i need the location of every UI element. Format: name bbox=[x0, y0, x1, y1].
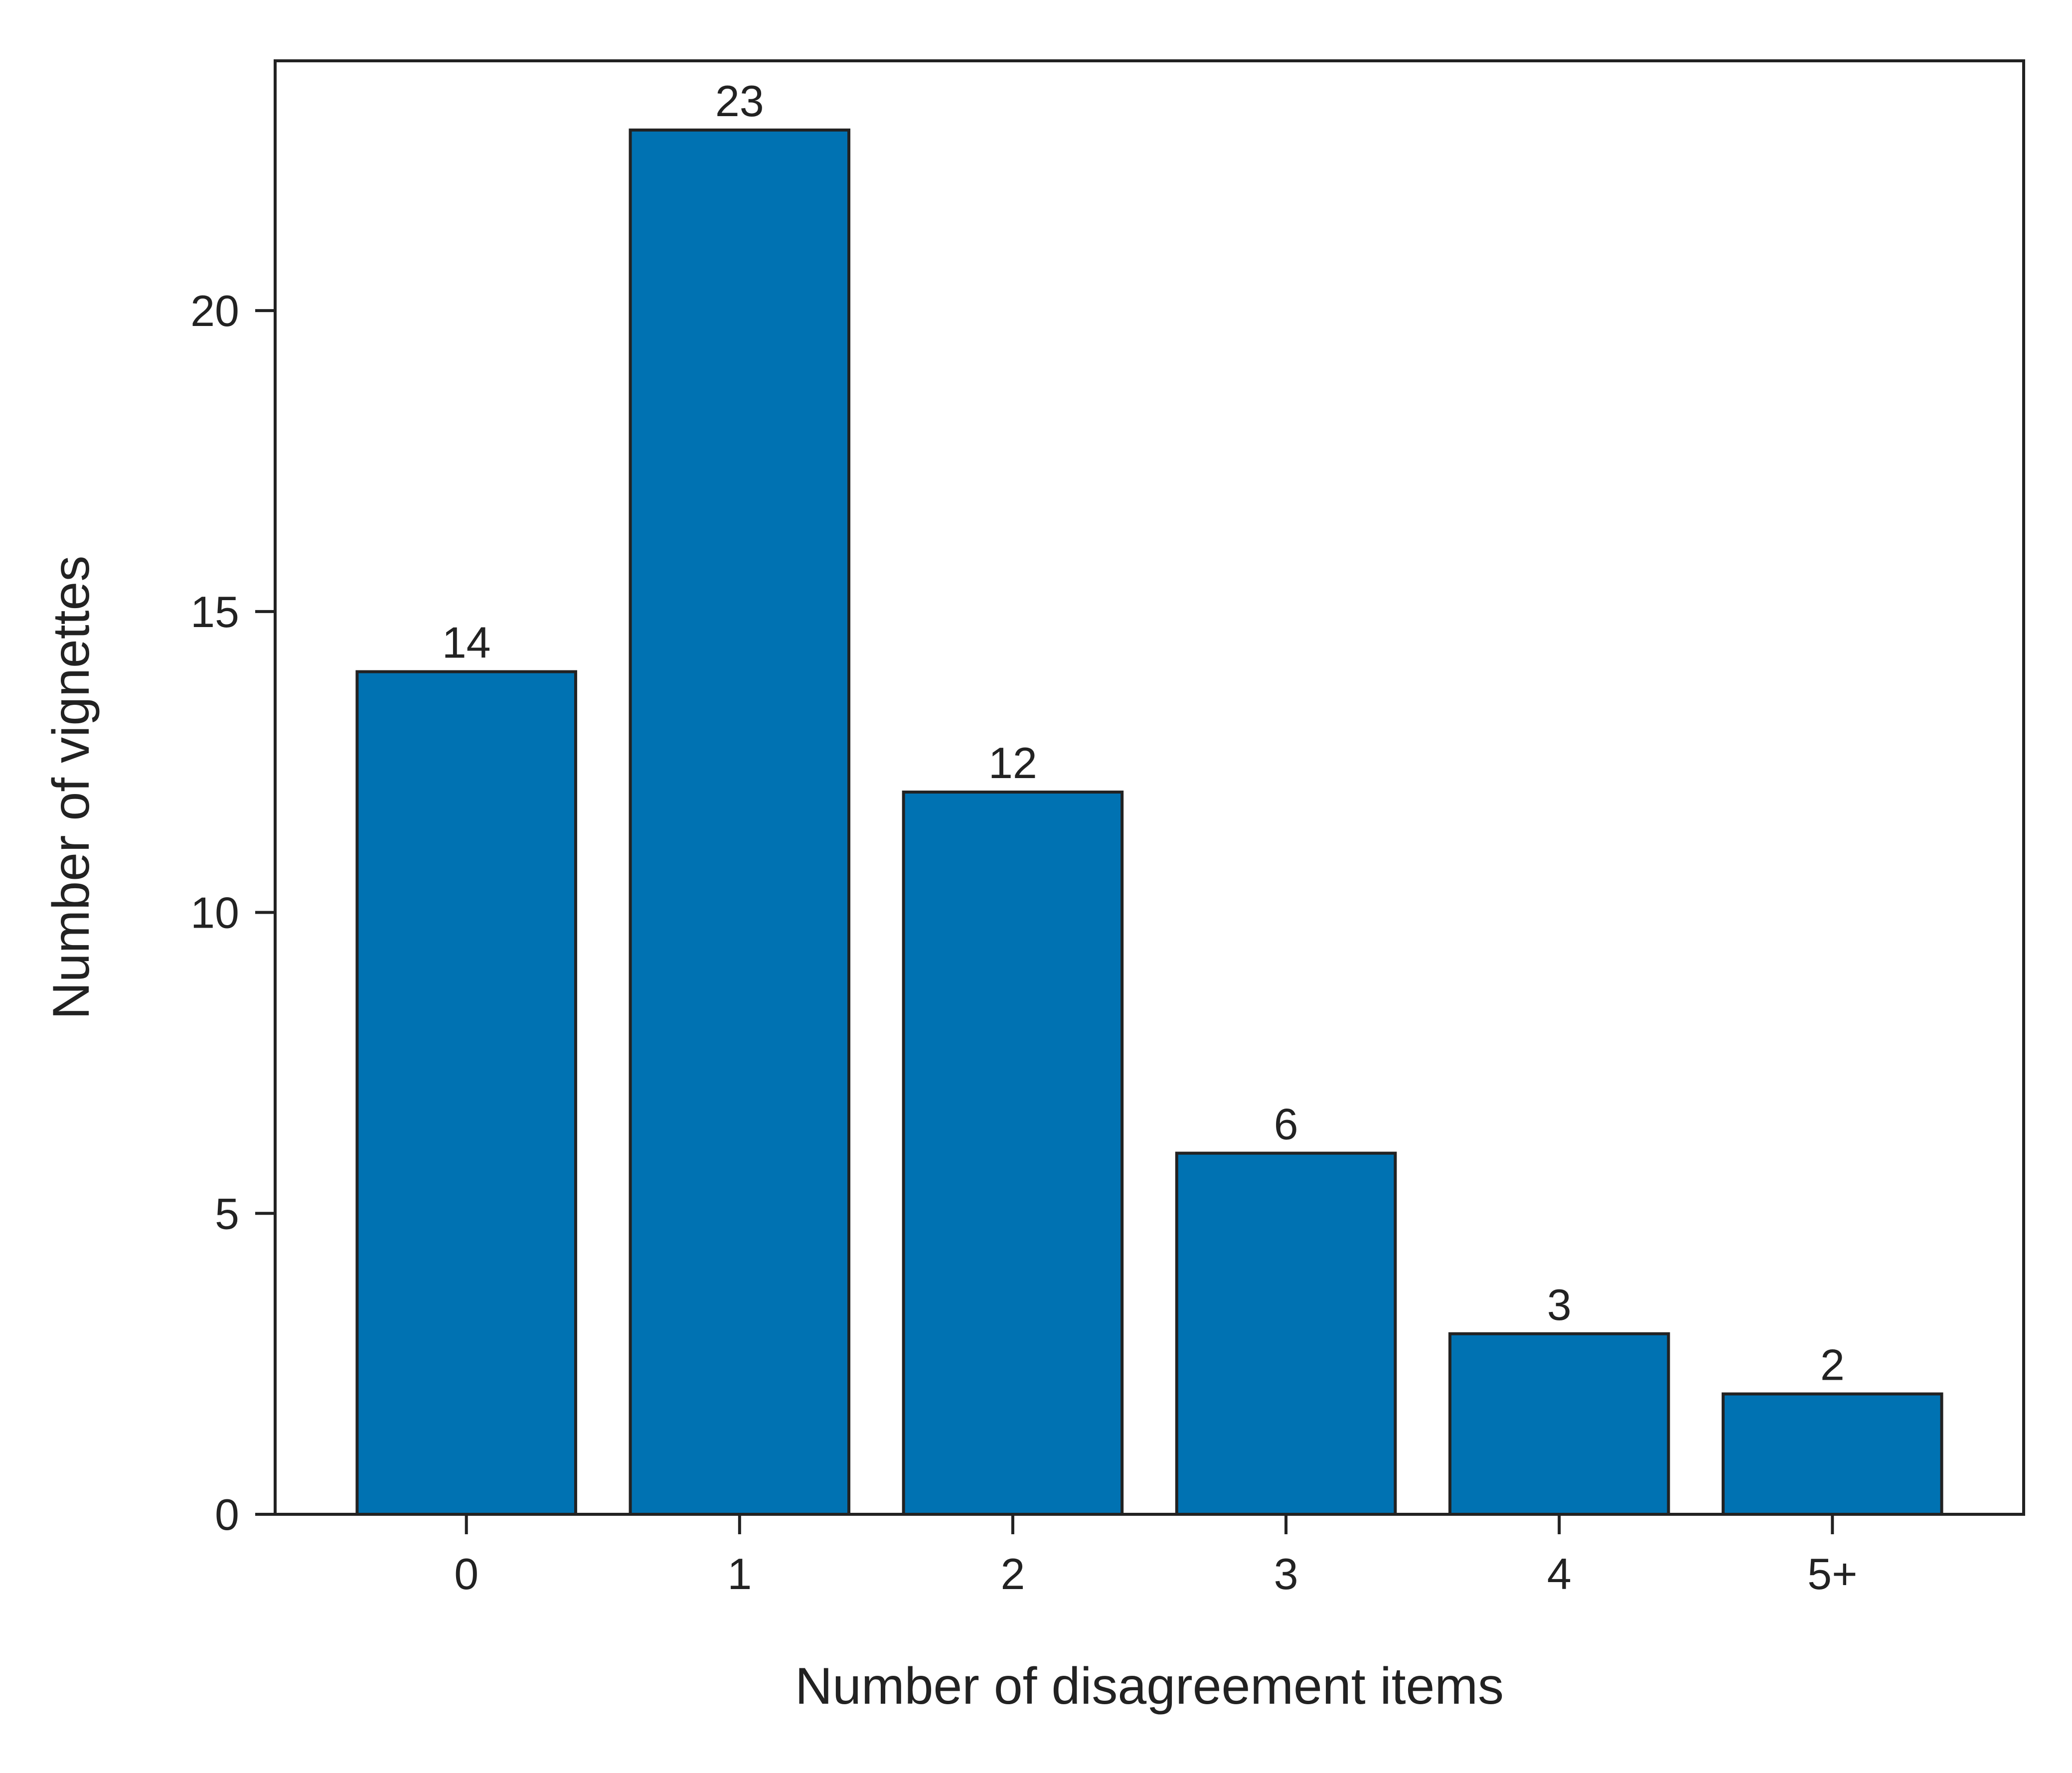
x-tick-label-3: 3 bbox=[1274, 1549, 1298, 1599]
plot-area-frame bbox=[274, 59, 2025, 1516]
data-labels-layer: 14 23 12 6 3 2 bbox=[442, 76, 1845, 1390]
data-label-3: 6 bbox=[1274, 1100, 1298, 1149]
y-axis-label: Number of vignettes bbox=[42, 556, 100, 1020]
data-label-1: 23 bbox=[715, 76, 764, 126]
x-tick-label-5+: 5+ bbox=[1807, 1549, 1857, 1599]
y-tick-label-5: 5 bbox=[215, 1189, 239, 1238]
x-axis-label: Number of disagreement items bbox=[795, 1657, 1504, 1715]
x-tick-label-0: 0 bbox=[454, 1549, 478, 1599]
x-tick-label-4: 4 bbox=[1547, 1549, 1572, 1599]
x-tick-label-1: 1 bbox=[727, 1549, 752, 1599]
bar-4 bbox=[1448, 1332, 1670, 1516]
bar-1 bbox=[629, 128, 851, 1516]
data-label-4: 3 bbox=[1547, 1280, 1572, 1329]
bar-0 bbox=[355, 670, 577, 1516]
data-label-2: 12 bbox=[988, 738, 1037, 788]
y-axis-ticks: 0 5 10 15 20 bbox=[190, 286, 275, 1539]
y-tick-label-0: 0 bbox=[215, 1490, 239, 1539]
x-tick-label-2: 2 bbox=[1000, 1549, 1025, 1599]
data-label-0: 14 bbox=[442, 618, 491, 667]
bar-3 bbox=[1175, 1151, 1397, 1516]
bars-layer bbox=[355, 128, 1943, 1516]
y-tick-label-10: 10 bbox=[190, 888, 239, 938]
x-axis-ticks: 0 1 2 3 4 5+ bbox=[454, 1514, 1857, 1599]
y-tick-label-20: 20 bbox=[190, 286, 239, 335]
bar-5+ bbox=[1722, 1392, 1943, 1516]
y-tick-label-15: 15 bbox=[190, 587, 239, 637]
bar-2 bbox=[902, 791, 1124, 1516]
data-label-5+: 2 bbox=[1820, 1340, 1845, 1390]
